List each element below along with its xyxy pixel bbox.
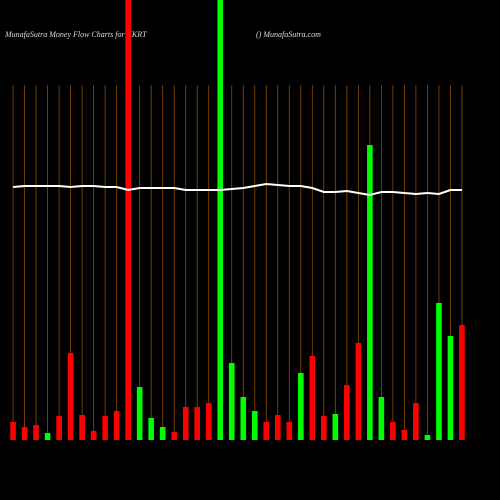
bar xyxy=(205,403,212,440)
bar xyxy=(286,422,293,440)
bar xyxy=(33,425,39,440)
bar xyxy=(390,422,396,440)
bar xyxy=(79,415,85,440)
bar xyxy=(447,336,454,440)
bar xyxy=(10,422,16,440)
bar xyxy=(332,414,339,440)
bar xyxy=(367,145,373,440)
bar xyxy=(113,411,120,440)
bar xyxy=(413,403,419,440)
bar xyxy=(459,325,465,440)
bar xyxy=(274,415,281,440)
bar xyxy=(159,427,166,440)
bar xyxy=(194,407,201,440)
bar xyxy=(67,353,74,440)
bar xyxy=(102,416,108,440)
flow-line xyxy=(12,182,462,197)
bar xyxy=(217,0,224,440)
bar xyxy=(378,397,385,440)
bar xyxy=(148,418,154,440)
bar xyxy=(251,411,258,440)
bar xyxy=(90,431,97,440)
bar xyxy=(355,343,362,440)
chart-title: MunafaSutra Money Flow Charts for KKRT xyxy=(4,30,147,39)
bar xyxy=(21,427,28,440)
bar xyxy=(298,373,304,440)
bar xyxy=(401,430,408,440)
bar xyxy=(136,387,143,440)
chart-subtitle: () MunafaSutra.com xyxy=(256,30,321,39)
bar xyxy=(309,356,316,440)
bar xyxy=(240,397,247,440)
bar xyxy=(263,422,270,440)
bar xyxy=(56,416,62,440)
bar xyxy=(344,385,350,440)
bar xyxy=(182,407,189,440)
bar xyxy=(44,433,51,440)
bar xyxy=(424,435,431,440)
bar xyxy=(436,303,442,440)
bar xyxy=(125,0,131,440)
bar xyxy=(228,363,235,440)
bar xyxy=(321,416,327,440)
bar xyxy=(171,432,177,440)
